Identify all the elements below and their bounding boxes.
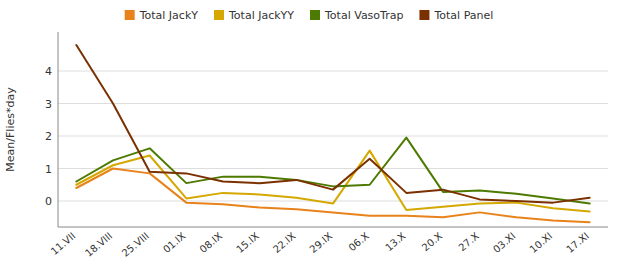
legend-swatch (125, 10, 135, 20)
y-tick-label: 0 (45, 195, 52, 208)
grid-line (58, 71, 608, 72)
y-tick-label: 2 (45, 130, 52, 143)
x-tick-label: 01.IX (161, 230, 188, 255)
y-axis (58, 32, 59, 227)
x-tick-label: 08.IX (198, 230, 225, 255)
x-tick-label: 29.IX (308, 230, 335, 255)
x-tick-label: 27.X (456, 230, 481, 253)
x-tick-label: 18.VIII (83, 230, 114, 259)
y-tick-label: 4 (45, 65, 52, 78)
grid-line (58, 103, 608, 104)
plot-area (76, 45, 589, 222)
x-tick-label: 10.XI (528, 230, 555, 255)
x-axis (58, 227, 608, 228)
x-tick-label: 25.VIII (120, 230, 151, 259)
y-tick-label: 1 (45, 163, 52, 176)
y-tick-label: 3 (45, 98, 52, 111)
legend-swatch (310, 10, 320, 20)
x-tick-label: 17.XI (564, 230, 591, 255)
legend-label: Total JackY (139, 9, 199, 22)
legend-label: Total Panel (433, 9, 493, 22)
x-tick-label: 11.VII (49, 230, 78, 257)
x-tick-label: 20.X (420, 230, 445, 253)
series-line (76, 151, 589, 212)
legend-label: Total JackYY (228, 9, 294, 22)
grid-line (58, 168, 608, 169)
legend: Total JackY Total JackYY Total VasoTrap Tot… (125, 9, 494, 22)
x-tick-label: 22.IX (271, 230, 298, 255)
x-tick-label: 15.IX (234, 230, 261, 255)
legend-label: Total VasoTrap (324, 9, 403, 22)
legend-swatch (214, 10, 224, 20)
series-line (76, 138, 589, 204)
legend-swatch (419, 10, 429, 20)
x-tick-label: 06.X (346, 230, 371, 253)
x-tick-label: 03.XI (491, 230, 518, 255)
series-line (76, 45, 589, 203)
grid-line (58, 136, 608, 137)
y-axis-label: Mean/Flies*day (4, 87, 17, 172)
x-tick-label: 13.X (383, 230, 408, 253)
series-line (76, 169, 589, 223)
